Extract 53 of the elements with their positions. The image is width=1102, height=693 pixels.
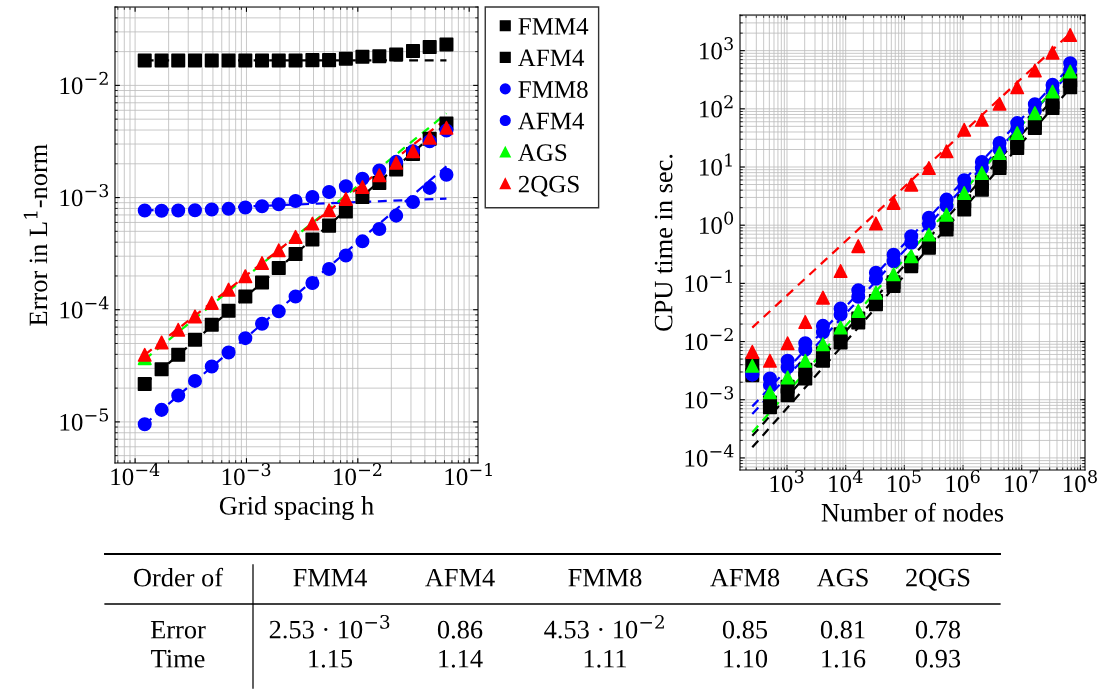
category-label: AFM4 [425,568,495,587]
category-label: FMM4 [293,568,367,587]
x-tick-label: 10$^{−1}$ [445,462,492,486]
text: 0.86 [437,620,483,639]
x-tick-label: 10$^{−4}$ [111,462,160,486]
y-axis-title: Error in L$^{1}$-norm [23,144,48,326]
text: 1.14 [439,649,483,668]
text: 1.15 [309,649,353,668]
text: 2.53 · 10$^{−3}$ [269,614,390,639]
legend-label: FMM4 [518,18,589,35]
legend-label: FMM8 [518,81,588,98]
x-axis-title: Grid spacing h [219,496,374,521]
x-tick-label: 10$^{6}$ [946,469,980,493]
y-tick-label: 10$^{1}$ [700,153,732,176]
text: Order of [134,567,224,587]
legend-label: AFM4 [518,49,585,67]
x-tick-label: 10$^{−3}$ [222,462,271,486]
y-tick-label: 10$^{−2}$ [60,71,108,95]
text: 0.81 [820,620,865,639]
y-tick-label: 10$^{−3}$ [685,386,734,409]
y-tick-label: 10$^{−4}$ [60,296,109,319]
x-tick-label: 10$^{8}$ [1063,469,1097,493]
legend-label: AGS [518,144,567,162]
category-label: Error [150,621,206,639]
category-label: Time [151,649,205,668]
y-tick-label: 10$^{−1}$ [685,269,732,293]
category-label: AGS [816,568,868,587]
text: 0.93 [915,649,961,668]
x-tick-label: 10$^{5}$ [887,470,921,493]
x-tick-label: 10$^{7}$ [1005,470,1039,493]
y-tick-label: 10$^{−5}$ [60,408,109,431]
text: 0.78 [915,620,961,639]
text: 1.11 [584,649,627,668]
y-tick-label: 10$^{0}$ [700,211,734,234]
legend-label: 2QGS [518,175,579,197]
x-tick-label: 10$^{3}$ [770,469,804,493]
y-tick-label: 10$^{3}$ [700,37,733,60]
category-label: AFM8 [710,568,780,587]
y-tick-label: 10$^{−3}$ [60,183,109,207]
y-tick-label: 10$^{2}$ [700,95,733,118]
y-axis-title: CPU time in sec. [654,154,673,331]
text: 0.85 [722,620,768,639]
x-axis-title: Number of nodes [821,502,1004,522]
category-label: FMM8 [568,568,642,587]
y-tick-label: 10$^{−2}$ [685,327,733,351]
legend-label: AFM4 [518,112,585,130]
y-tick-label: 10$^{−4}$ [685,444,734,467]
text: 4.53 · 10$^{−2}$ [544,614,664,639]
text: 1.16 [822,649,866,668]
x-tick-label: 10$^{4}$ [829,469,863,493]
x-tick-label: 10$^{−2}$ [334,462,382,486]
text: 1.10 [724,649,768,668]
category-label: 2QGS [906,568,970,591]
